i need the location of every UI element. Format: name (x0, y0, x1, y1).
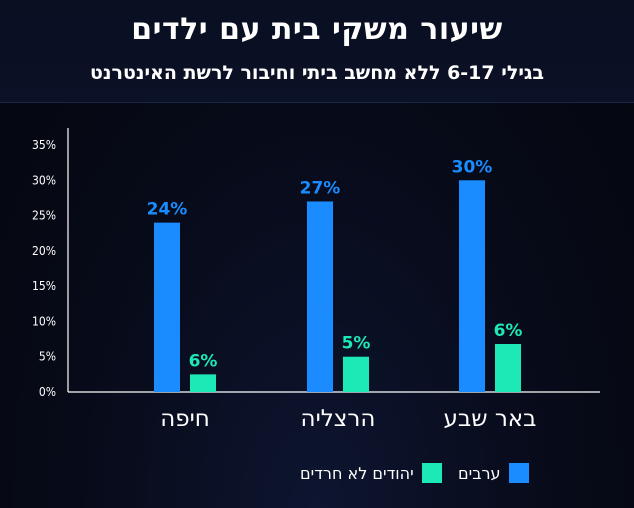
bar (307, 201, 333, 392)
data-label: 27% (300, 178, 341, 198)
y-tick-label: 5% (39, 350, 56, 364)
y-tick-label: 15% (32, 279, 56, 293)
data-label: 30% (452, 157, 493, 177)
y-tick-label: 10% (32, 314, 56, 328)
bar (154, 222, 180, 392)
legend-item-series-0: ערבים (458, 461, 529, 485)
x-category-label: באר שבע (444, 406, 537, 432)
y-tick-label: 30% (32, 173, 56, 187)
bar (495, 344, 521, 392)
data-label: 5% (342, 334, 371, 354)
bar (190, 374, 216, 392)
legend-swatch-series-0 (508, 463, 529, 483)
x-category-label: הרצליה (301, 406, 376, 432)
data-label: 24% (147, 200, 188, 220)
y-tick-label: 20% (32, 244, 56, 258)
legend-item-series-1: יהודים לא חרדים (300, 461, 442, 485)
bar (459, 180, 485, 392)
x-category-label: חיפה (160, 406, 210, 432)
bar (343, 356, 369, 392)
y-tick-label: 0% (39, 385, 56, 399)
legend-label-series-0: ערבים (458, 463, 501, 483)
chart-header: שיעור משקי בית עם ילדים בגילי 6-17 ללא מ… (0, 0, 634, 103)
data-label: 6% (494, 321, 523, 341)
data-label: 6% (189, 351, 218, 371)
chart-title: שיעור משקי בית עם ילדים (131, 12, 503, 47)
y-tick-label: 35% (32, 138, 56, 152)
legend-swatch-series-1 (421, 463, 442, 483)
y-tick-label: 25% (32, 209, 56, 223)
legend-label-series-1: יהודים לא חרדים (300, 463, 414, 483)
chart-subtitle: בגילי 6-17 ללא מחשב ביתי וחיבור לרשת האי… (90, 62, 544, 84)
